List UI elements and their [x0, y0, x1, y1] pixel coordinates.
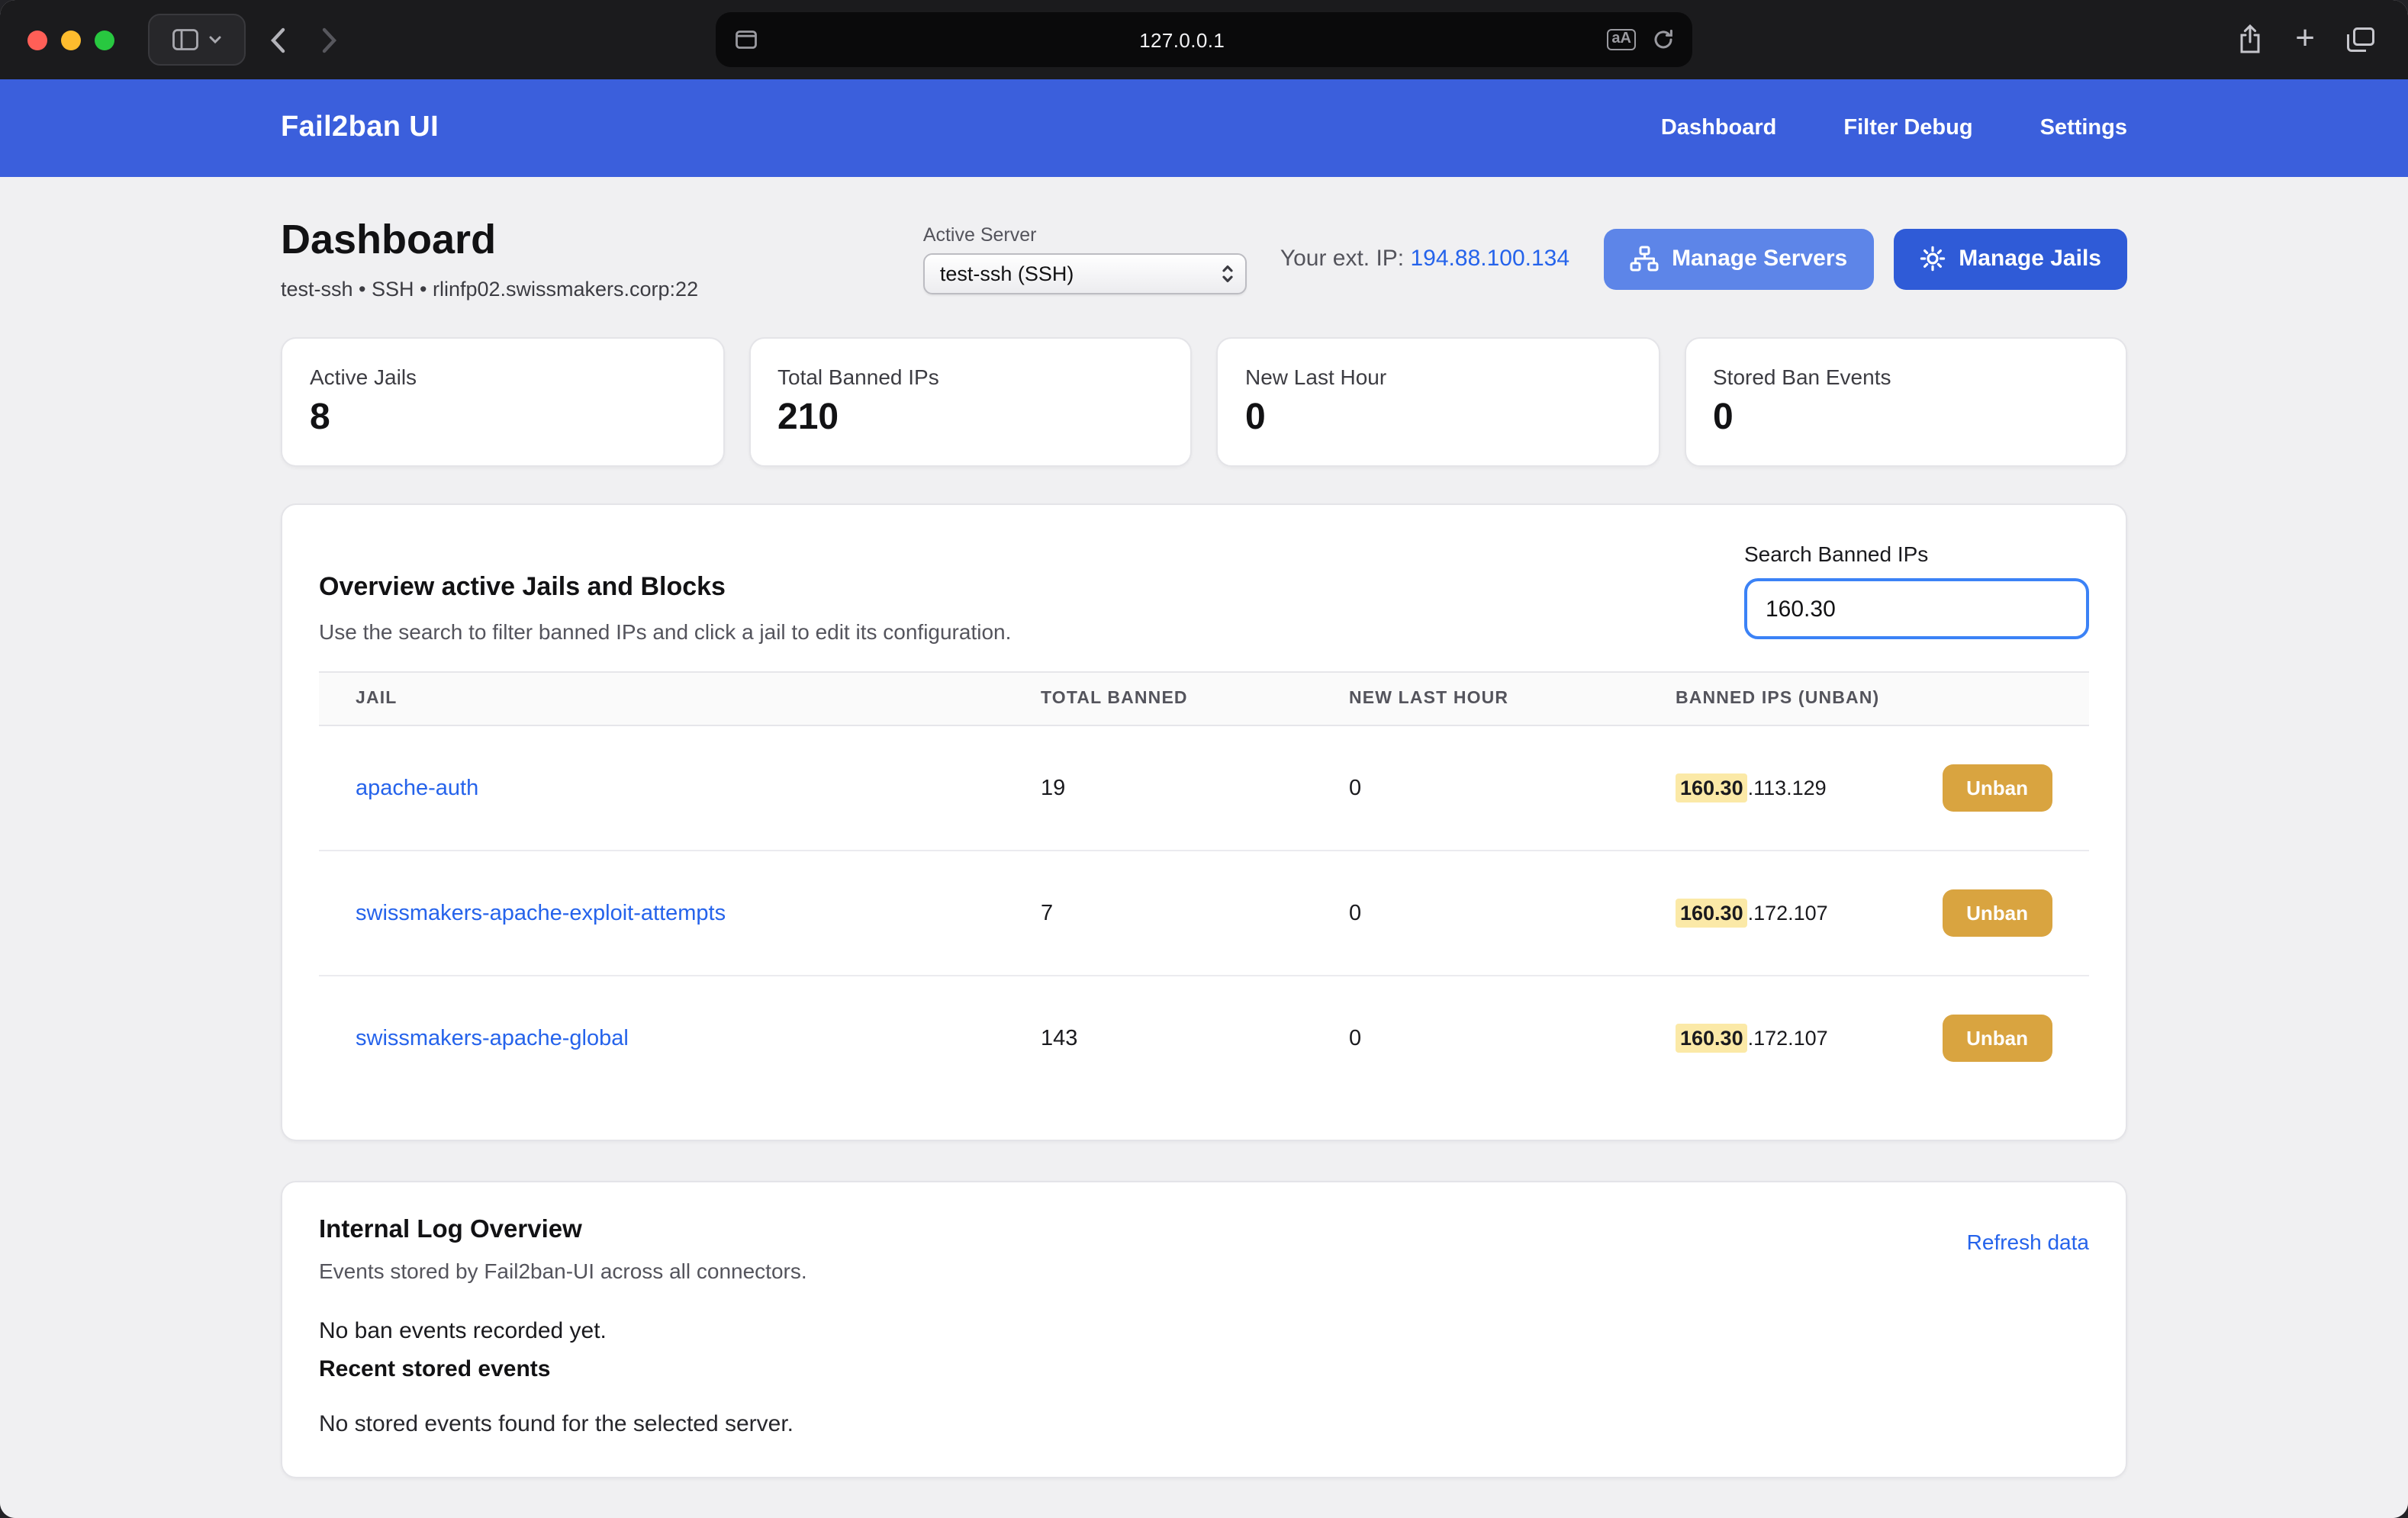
browser-chrome: 127.0.0.1 aA + — [0, 0, 2408, 79]
jails-table: JAIL TOTAL BANNED NEW LAST HOUR BANNED I… — [319, 671, 2089, 1100]
stat-value: 0 — [1713, 397, 1734, 438]
ext-ip-label: Your ext. IP: — [1280, 246, 1405, 272]
table-row: apache-auth 19 0 160.30.113.129 Unban — [319, 725, 2089, 851]
close-window-button[interactable] — [27, 30, 47, 50]
ip-rest: .172.107 — [1747, 902, 1828, 925]
log-title: Internal Log Overview — [319, 1216, 582, 1243]
jail-link[interactable]: swissmakers-apache-exploit-attempts — [356, 901, 726, 925]
ip-rest: .113.129 — [1747, 777, 1827, 799]
ip-rest: .172.107 — [1747, 1027, 1828, 1050]
banned-ip: 160.30.172.107 — [1676, 1024, 1828, 1053]
app-navbar: Fail2ban UI Dashboard Filter Debug Setti… — [0, 79, 2408, 177]
stat-card-active-jails: Active Jails 8 — [281, 337, 724, 467]
tab-overview-icon[interactable] — [2347, 27, 2374, 52]
internal-log-card: Internal Log Overview Events stored by F… — [281, 1181, 2127, 1478]
gear-icon — [1919, 246, 1945, 272]
translate-icon[interactable]: aA — [1607, 29, 1636, 50]
table-row: swissmakers-apache-global 143 0 160.30.1… — [319, 976, 2089, 1100]
col-header-new-last-hour: NEW LAST HOUR — [1349, 671, 1676, 726]
brand-title: Fail2ban UI — [281, 111, 439, 143]
unban-button[interactable]: Unban — [1942, 1015, 2052, 1062]
stat-card-total-banned: Total Banned IPs 210 — [748, 337, 1192, 467]
total-banned-cell: 19 — [1041, 725, 1349, 851]
ip-search-highlight: 160.30 — [1676, 773, 1748, 802]
recent-events-title: Recent stored events — [319, 1356, 551, 1382]
recent-events-empty: No stored events found for the selected … — [319, 1411, 794, 1437]
jail-link[interactable]: apache-auth — [356, 776, 479, 800]
nav-link-settings[interactable]: Settings — [2039, 116, 2127, 140]
page-subtitle: test-ssh • SSH • rlinfp02.swissmakers.co… — [281, 278, 699, 301]
search-banned-ips-label: Search Banned IPs — [1744, 542, 1929, 566]
refresh-data-link[interactable]: Refresh data — [1966, 1230, 2089, 1254]
banned-ip: 160.30.113.129 — [1676, 773, 1827, 802]
total-banned-cell: 143 — [1041, 1026, 1078, 1050]
stat-value: 8 — [310, 397, 330, 438]
active-server-value: test-ssh (SSH) — [939, 262, 1074, 285]
address-bar[interactable]: 127.0.0.1 aA — [716, 12, 1692, 67]
manage-servers-label: Manage Servers — [1672, 246, 1848, 272]
jails-overview-card: Overview active Jails and Blocks Use the… — [281, 503, 2127, 1141]
stat-label: Total Banned IPs — [777, 365, 939, 389]
nav-link-filter-debug[interactable]: Filter Debug — [1843, 116, 1973, 140]
manage-jails-button[interactable]: Manage Jails — [1893, 228, 2127, 289]
stat-label: New Last Hour — [1245, 365, 1387, 389]
overview-title: Overview active Jails and Blocks — [319, 572, 726, 601]
zoom-window-button[interactable] — [95, 30, 114, 50]
new-tab-icon[interactable]: + — [2295, 18, 2315, 56]
ip-search-highlight: 160.30 — [1676, 899, 1748, 928]
col-header-jail: JAIL — [319, 671, 1041, 726]
share-icon[interactable] — [2237, 24, 2263, 55]
search-banned-ips-input[interactable] — [1744, 578, 2089, 639]
ip-search-highlight: 160.30 — [1676, 1024, 1748, 1053]
reload-icon[interactable] — [1653, 29, 1674, 50]
col-header-banned-ips: BANNED IPS (UNBAN) — [1676, 671, 2089, 726]
sidebar-toggle-button[interactable] — [148, 14, 246, 66]
active-server-select[interactable]: test-ssh (SSH) — [922, 252, 1247, 294]
minimize-window-button[interactable] — [61, 30, 81, 50]
page-title: Dashboard — [281, 217, 497, 262]
select-stepper-icon — [1221, 262, 1235, 285]
stat-label: Active Jails — [310, 365, 417, 389]
manage-servers-button[interactable]: Manage Servers — [1603, 228, 1874, 289]
banned-ip: 160.30.172.107 — [1676, 899, 1828, 928]
log-subtitle: Events stored by Fail2ban-UI across all … — [319, 1259, 807, 1283]
traffic-lights — [0, 30, 114, 50]
table-row: swissmakers-apache-exploit-attempts 7 0 … — [319, 851, 2089, 976]
page-icon — [736, 31, 757, 49]
nav-link-dashboard[interactable]: Dashboard — [1660, 116, 1777, 140]
unban-button[interactable]: Unban — [1942, 889, 2052, 937]
new-last-hour-cell: 0 — [1349, 851, 1676, 976]
stat-value: 0 — [1245, 397, 1266, 438]
stat-card-new-last-hour: New Last Hour 0 — [1216, 337, 1660, 467]
forward-button[interactable] — [304, 14, 356, 66]
jail-link[interactable]: swissmakers-apache-global — [356, 1026, 629, 1050]
stat-card-stored-events: Stored Ban Events 0 — [1684, 337, 2127, 467]
active-server-label: Active Server — [922, 224, 1037, 245]
log-empty-message: No ban events recorded yet. — [319, 1318, 607, 1344]
manage-jails-label: Manage Jails — [1959, 246, 2101, 272]
sitemap-icon — [1629, 246, 1658, 272]
new-last-hour-cell: 0 — [1349, 1026, 1362, 1050]
new-last-hour-cell: 0 — [1349, 725, 1676, 851]
stat-value: 210 — [777, 397, 839, 438]
back-button[interactable] — [252, 14, 304, 66]
total-banned-cell: 7 — [1041, 851, 1349, 976]
col-header-total-banned: TOTAL BANNED — [1041, 671, 1349, 726]
stat-label: Stored Ban Events — [1713, 365, 1891, 389]
ext-ip-link[interactable]: 194.88.100.134 — [1410, 246, 1570, 272]
table-header-row: JAIL TOTAL BANNED NEW LAST HOUR BANNED I… — [319, 671, 2089, 726]
sidebar-icon — [172, 29, 198, 50]
page-content: Dashboard test-ssh • SSH • rlinfp02.swis… — [0, 177, 2408, 1518]
chevron-down-icon — [209, 35, 221, 44]
unban-button[interactable]: Unban — [1942, 764, 2052, 812]
overview-subtitle: Use the search to filter banned IPs and … — [319, 619, 1012, 644]
url-text: 127.0.0.1 — [1139, 28, 1225, 51]
